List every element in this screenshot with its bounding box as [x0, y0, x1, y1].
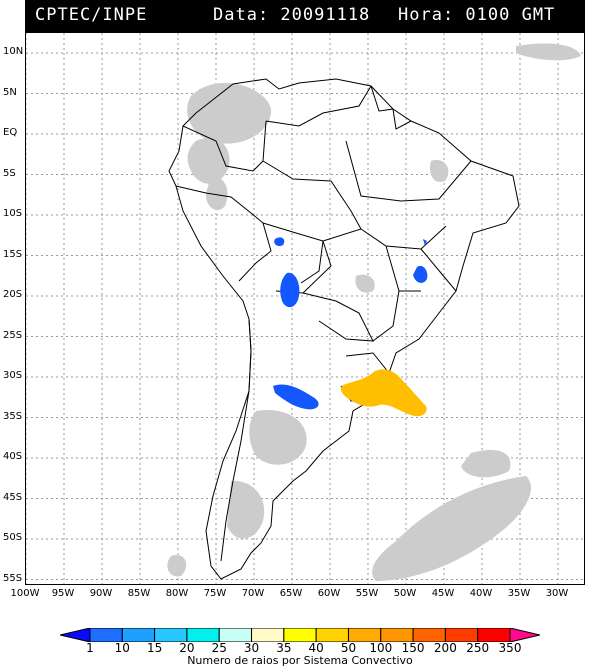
colorbar-tick-label: 40 [308, 641, 324, 655]
lon-label: 65W [279, 588, 303, 599]
cloud-cover [167, 43, 581, 581]
lat-label: 20S [3, 289, 23, 300]
colorbar-box [218, 628, 253, 642]
map-frame [25, 32, 585, 585]
blue-cell-minas [413, 239, 428, 283]
orange-system-uruguay [341, 369, 427, 417]
colorbar-box [412, 628, 446, 642]
lat-label: 35S [3, 410, 23, 422]
time-text: Hora: 0100 GMT [398, 5, 556, 25]
org-title: CPTEC/INPE [35, 5, 148, 25]
lon-label: 30W [545, 588, 569, 599]
lon-label: 80W [165, 588, 189, 599]
cloud-patagonia [227, 480, 265, 539]
colorbar-box [380, 628, 414, 642]
colorbar-tick-label: 250 [466, 641, 490, 655]
colorbar-box [186, 628, 220, 642]
colorbar-tick-label: 20 [179, 641, 195, 655]
border-peru [175, 185, 272, 282]
colorbar-tick-label: 30 [243, 641, 260, 655]
cloud-argentina-south [249, 410, 307, 465]
lon-label: 50W [393, 588, 417, 599]
colorbar [60, 628, 540, 642]
lat-lon-grid [26, 33, 584, 584]
lon-label: 75W [203, 588, 227, 599]
lat-label: 50S [3, 532, 23, 543]
colorbar-caption: Numero de raios por Sistema Convectivo [187, 654, 413, 667]
lat-label: 5N [3, 86, 17, 98]
cloud-north-atlantic [516, 43, 581, 61]
lon-label: 100W [10, 588, 40, 599]
cloud-atlantic-mid [461, 450, 511, 478]
lat-label: EQ [3, 127, 18, 138]
lon-label: 45W [431, 588, 455, 599]
lon-label: 85W [127, 588, 151, 599]
colorbar-end-low [60, 628, 91, 642]
blue-cell-argentina [273, 384, 319, 410]
cloud-bolivia [355, 274, 375, 293]
border-colombia [182, 120, 267, 172]
colorbar-box [283, 628, 317, 642]
cloud-amazon [187, 83, 272, 144]
colorbar-tick-label: 50 [340, 641, 357, 655]
blue-cell-bolivia [274, 237, 285, 247]
brazil-states [345, 140, 472, 342]
colorbar-tick-label: 10 [114, 641, 130, 655]
lon-label: 60W [317, 588, 341, 599]
cloud-nordeste [429, 160, 449, 182]
border-brazil-west [262, 160, 362, 284]
lat-label: 55S [3, 572, 23, 584]
cloud-atlantic-south [372, 476, 531, 581]
colorbar-tick-label: 100 [369, 641, 393, 655]
lon-label: 70W [241, 588, 265, 599]
border-venezuela [265, 85, 372, 127]
colorbar-box [154, 628, 188, 642]
colorbar-end-high [509, 628, 540, 642]
colorbar-box [347, 628, 382, 642]
border-argentina-chile [220, 318, 252, 562]
lon-label: 90W [89, 588, 113, 599]
colorbar-box [251, 628, 285, 642]
lon-label: 95W [51, 588, 75, 599]
colorbar-box [477, 628, 511, 642]
continent-outline [168, 78, 520, 580]
colorbar-tick-label: 1 [86, 641, 94, 655]
colorbar-tick-label: 35 [276, 641, 292, 655]
colorbar-tick-label: 15 [146, 641, 163, 655]
colorbar-tick-label: 150 [401, 641, 425, 655]
cloud-peru [205, 176, 228, 211]
date-text: Data: 20091118 [213, 5, 371, 25]
title-bar: CPTEC/INPE Data: 20091118 Hora: 0100 GMT [25, 0, 585, 32]
colorbar-box [89, 628, 123, 642]
lat-label: 15S [3, 248, 23, 260]
cloud-colombia [187, 137, 230, 184]
lat-label: 5S [3, 167, 16, 179]
cloud-tierra [167, 555, 187, 577]
colorbar-box [121, 628, 156, 642]
colorbar-box [444, 628, 479, 642]
colorbar-tick-label: 25 [211, 641, 227, 655]
lat-label: 25S [3, 329, 23, 341]
lon-label: 55W [355, 588, 379, 599]
lat-label: 10S [3, 208, 23, 219]
convective-systems [273, 237, 428, 417]
border-guianas [370, 85, 412, 130]
blue-cell-chaco [280, 272, 300, 308]
map-canvas [26, 33, 584, 584]
colorbar-tick-label: 350 [498, 641, 522, 655]
lon-label: 40W [469, 588, 493, 599]
colorbar-box [315, 628, 349, 642]
country-borders [168, 78, 520, 580]
lat-label: 40S [3, 451, 23, 462]
lon-label: 35W [507, 588, 531, 599]
lat-label: 10N [3, 46, 24, 57]
lat-label: 45S [3, 491, 23, 503]
border-paraguay [302, 292, 374, 342]
lat-label: 30S [3, 370, 23, 381]
colorbar-tick-label: 200 [433, 641, 457, 655]
